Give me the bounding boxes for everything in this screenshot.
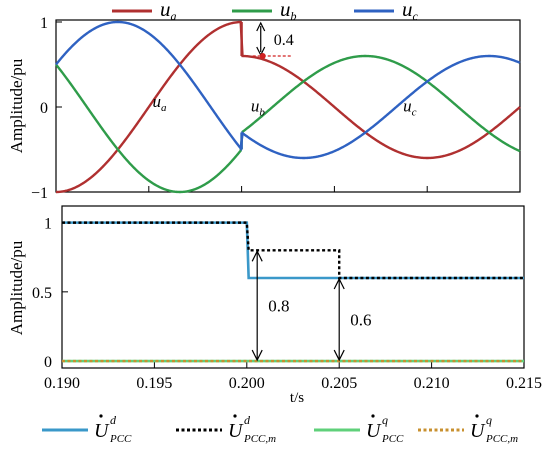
legend-item-uc: uc bbox=[354, 0, 419, 23]
legend-subscript: PCC,m bbox=[485, 433, 518, 445]
bottom-xtick-label: 0.195 bbox=[136, 375, 172, 392]
legend-subscript: PCC bbox=[381, 433, 404, 445]
legend-dot bbox=[475, 414, 479, 418]
top-phase-labels: ua ub uc bbox=[153, 92, 417, 118]
top-tick-marks: −1 0 1 bbox=[31, 15, 521, 202]
legend-superscript: q bbox=[382, 413, 388, 427]
legend-symbol: U bbox=[366, 420, 382, 442]
bottom-xtick-label: 0.190 bbox=[44, 375, 80, 392]
bottom-tick-marks: 0 0.5 1 0.190 0.195 0.200 0.205 0.210 0.215 bbox=[32, 216, 542, 392]
annotation-label: 0.6 bbox=[350, 311, 371, 330]
phase-line-c bbox=[55, 20, 521, 160]
legend-label: ua bbox=[160, 0, 177, 23]
series-line-d-PCC-m bbox=[62, 221, 524, 280]
annotation-arrowhead-up bbox=[333, 277, 345, 290]
top-legend: ua ub uc bbox=[112, 0, 419, 23]
bottom-plot-frame bbox=[61, 205, 525, 369]
bottom-ytick-label: 1 bbox=[44, 216, 52, 233]
top-plot: −1 0 1 0.4 ua ub uc ua ub uc Amplitude/pu bbox=[7, 0, 521, 202]
bottom-xtick-label: 0.200 bbox=[229, 375, 265, 392]
annotation-arrowhead-down bbox=[333, 349, 345, 362]
top-ytick-label: 0 bbox=[40, 100, 48, 117]
bottom-xtick-label: 0.215 bbox=[506, 375, 542, 392]
legend-symbol: U bbox=[470, 420, 486, 442]
bottom-plot: 00.510.190 0.195 0.200 0.205 0.210 0.215 0.80… bbox=[7, 205, 542, 445]
annotation-label: 0.8 bbox=[268, 297, 289, 316]
bottom-xlabel: t/s bbox=[290, 390, 304, 406]
legend-symbol: U bbox=[228, 420, 244, 442]
legend-label: uc bbox=[402, 0, 419, 23]
phase-label-b: ub bbox=[251, 96, 266, 118]
phase-line-b bbox=[55, 54, 521, 194]
legend-subscript: PCC,m bbox=[243, 433, 276, 445]
top-ylabel: Amplitude/pu bbox=[7, 58, 26, 153]
phase-label-c: uc bbox=[403, 96, 417, 118]
legend-superscript: q bbox=[486, 413, 492, 427]
legend-subscript: PCC bbox=[109, 433, 132, 445]
annotation-arrowhead-up bbox=[251, 249, 263, 262]
legend-dot bbox=[371, 414, 375, 418]
bottom-ytick-label: 0.5 bbox=[32, 285, 52, 302]
top-plot-lines bbox=[55, 20, 521, 194]
top-ytick-label: −1 bbox=[31, 185, 48, 202]
legend-label: ub bbox=[280, 0, 297, 23]
legend-item-ua: ua bbox=[112, 0, 177, 23]
legend-symbol: U bbox=[94, 420, 110, 442]
top-ytick-label: 1 bbox=[40, 15, 48, 32]
phase-label-a: ua bbox=[153, 92, 168, 114]
annotation-marker bbox=[259, 53, 266, 59]
annotation-0.8: 0.8 bbox=[251, 249, 289, 362]
bottom-xtick-label: 0.210 bbox=[414, 375, 450, 392]
series-line-d-PCC bbox=[62, 221, 524, 280]
legend-superscript: d bbox=[110, 413, 117, 427]
bottom-plot-lines bbox=[62, 221, 524, 363]
bottom-ytick-label: 0 bbox=[44, 354, 52, 371]
legend-superscript: d bbox=[244, 413, 251, 427]
legend-item-ub: ub bbox=[232, 0, 297, 23]
legend-dot bbox=[99, 414, 103, 418]
annotation-arrowhead-up bbox=[256, 21, 266, 32]
bottom-ylabel: Amplitude/pu bbox=[7, 240, 26, 335]
bottom-annotations: 0.8 0.6 bbox=[251, 249, 371, 362]
annotation-arrowhead-down bbox=[251, 349, 263, 362]
annotation-0.6: 0.6 bbox=[333, 277, 371, 362]
annotation-label-0.4: 0.4 bbox=[274, 32, 294, 49]
top-plot-frame bbox=[55, 19, 521, 193]
legend-dot bbox=[233, 414, 237, 418]
top-annotation: 0.4 bbox=[252, 21, 294, 59]
phase-line-a bbox=[55, 20, 521, 194]
bottom-xtick-label: 0.205 bbox=[321, 375, 357, 392]
